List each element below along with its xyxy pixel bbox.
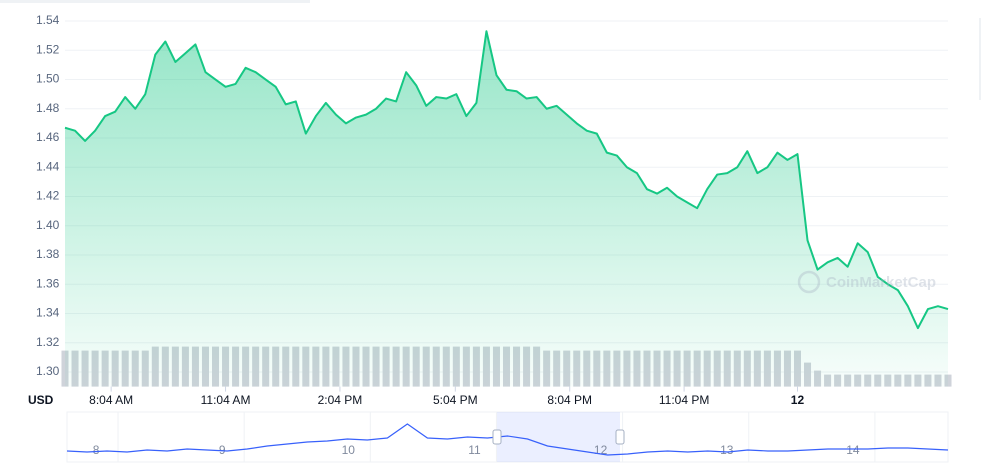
y-tick-label: 1.52: [36, 42, 60, 56]
currency-label: USD: [28, 393, 54, 407]
navigator-frame: [66, 411, 949, 463]
y-tick-label: 1.50: [36, 72, 60, 86]
navigator-handle[interactable]: [492, 429, 502, 445]
price-line: [64, 30, 949, 330]
y-tick-label: 1.46: [36, 130, 60, 144]
navigator: 8 9 10 11 12 13 14: [66, 411, 949, 463]
x-tick-label: 8:04 AM: [89, 393, 133, 407]
x-tick-label: 11:04 PM: [659, 393, 709, 407]
y-tick-label: 1.30: [36, 364, 60, 378]
nav-tick-label: 8: [93, 443, 100, 457]
y-tick-label: 1.48: [36, 101, 60, 115]
y-tick-label: 1.36: [36, 276, 60, 290]
top-bar: [0, 0, 310, 3]
y-tick-label: 1.54: [36, 13, 60, 27]
nav-tick-label: 14: [846, 443, 860, 457]
x-tick-label: 11:04 AM: [201, 393, 251, 407]
nav-tick-label: 11: [468, 443, 481, 457]
nav-line: [66, 423, 949, 456]
main-plot: 1.30 1.32 1.34 1.36 1.38 1.40 1.42 1.44 1.46 1.48…: [36, 13, 952, 407]
y-tick-label: 1.40: [36, 218, 60, 232]
price-area: [65, 31, 948, 387]
watermark-text: CoinMarketCap: [826, 274, 936, 291]
x-tick-label: 2:04 PM: [318, 393, 363, 407]
x-tick-label: 5:04 PM: [433, 393, 478, 407]
y-tick-label: 1.42: [36, 189, 60, 203]
y-tick-label: 1.44: [36, 159, 60, 173]
y-tick-label: 1.34: [36, 306, 60, 320]
y-tick-label: 1.32: [36, 335, 60, 349]
y-tick-label: 1.38: [36, 247, 60, 261]
x-tick-label: 8:04 PM: [547, 393, 592, 407]
nav-tick-label: 13: [720, 443, 734, 457]
watermark: CoinMarketCap: [797, 270, 936, 294]
nav-tick-label: 10: [342, 443, 356, 457]
navigator-handle[interactable]: [615, 429, 625, 445]
x-tick-label: 12: [791, 393, 805, 407]
